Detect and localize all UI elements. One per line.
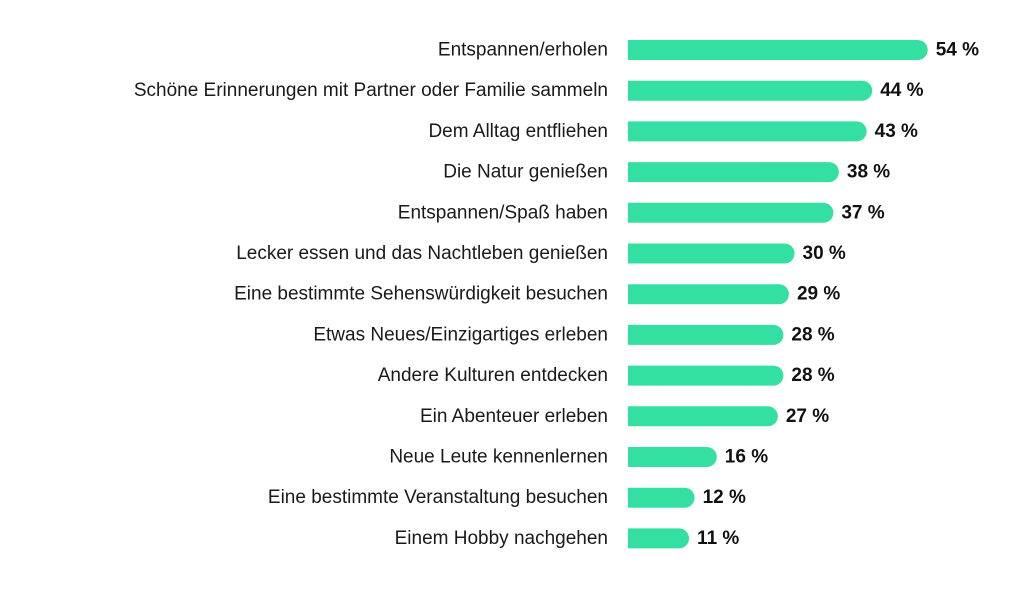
value-label: 28 % [791, 324, 834, 345]
category-label: Einem Hobby nachgehen [395, 528, 608, 549]
bar [628, 487, 695, 508]
category-label: Eine bestimmte Veranstaltung besuchen [268, 487, 608, 508]
bar-row: Lecker essen und das Nachtleben genießen… [236, 243, 846, 264]
value-label: 28 % [791, 365, 834, 386]
bar [628, 528, 690, 549]
bar [628, 406, 778, 427]
bar-row: Einem Hobby nachgehen 11 % [395, 528, 740, 549]
bar [628, 243, 795, 264]
category-label: Entspannen/erholen [438, 40, 608, 61]
bar-row: Dem Alltag entfliehen 43 % [428, 121, 918, 142]
bar [628, 447, 717, 467]
value-label: 54 % [936, 40, 979, 61]
value-label: 12 % [703, 487, 746, 508]
bar-row: Andere Kulturen entdecken 28 % [378, 365, 835, 386]
category-label: Etwas Neues/Einzigartiges erleben [313, 324, 608, 345]
value-label: 16 % [725, 447, 768, 468]
value-label: 29 % [797, 284, 840, 305]
bar [628, 324, 784, 345]
value-label: 30 % [803, 243, 846, 264]
category-label: Schöne Erinnerungen mit Partner oder Fam… [134, 80, 608, 101]
value-label: 38 % [847, 162, 890, 183]
bar [628, 80, 873, 101]
category-label: Lecker essen und das Nachtleben genießen [236, 243, 608, 264]
category-label: Ein Abenteuer erleben [420, 406, 608, 427]
bar-row: Die Natur genießen 38 % [443, 162, 890, 183]
bar [628, 40, 928, 60]
category-label: Entspannen/Spaß haben [398, 202, 608, 223]
category-label: Andere Kulturen entdecken [378, 365, 608, 386]
category-label: Die Natur genießen [443, 162, 608, 183]
bar-row: Neue Leute kennenlernen 16 % [389, 447, 768, 468]
value-label: 11 % [697, 528, 739, 549]
bar-row: Entspannen/erholen 54 % [438, 40, 979, 61]
category-label: Eine bestimmte Sehenswürdigkeit besuchen [234, 284, 608, 305]
bar [628, 365, 784, 386]
value-label: 44 % [880, 80, 923, 101]
bar [628, 284, 789, 305]
value-label: 27 % [786, 406, 829, 427]
bar-row: Entspannen/Spaß haben 37 % [398, 202, 885, 223]
bar-row: Schöne Erinnerungen mit Partner oder Fam… [134, 80, 924, 101]
bar-row: Ein Abenteuer erleben 27 % [420, 406, 829, 427]
bar [628, 121, 867, 142]
value-label: 37 % [841, 202, 884, 223]
value-label: 43 % [875, 121, 918, 142]
category-label: Dem Alltag entfliehen [428, 121, 608, 142]
bar [628, 162, 839, 183]
bar-row: Etwas Neues/Einzigartiges erleben 28 % [313, 324, 834, 345]
bar-row: Eine bestimmte Veranstaltung besuchen 12 … [268, 487, 746, 508]
bars-layer: Entspannen/erholen 54 % Schöne Erinnerunge… [134, 40, 979, 549]
bar-row: Eine bestimmte Sehenswürdigkeit besuchen… [234, 284, 840, 305]
bar [628, 202, 834, 223]
category-label: Neue Leute kennenlernen [389, 447, 608, 468]
